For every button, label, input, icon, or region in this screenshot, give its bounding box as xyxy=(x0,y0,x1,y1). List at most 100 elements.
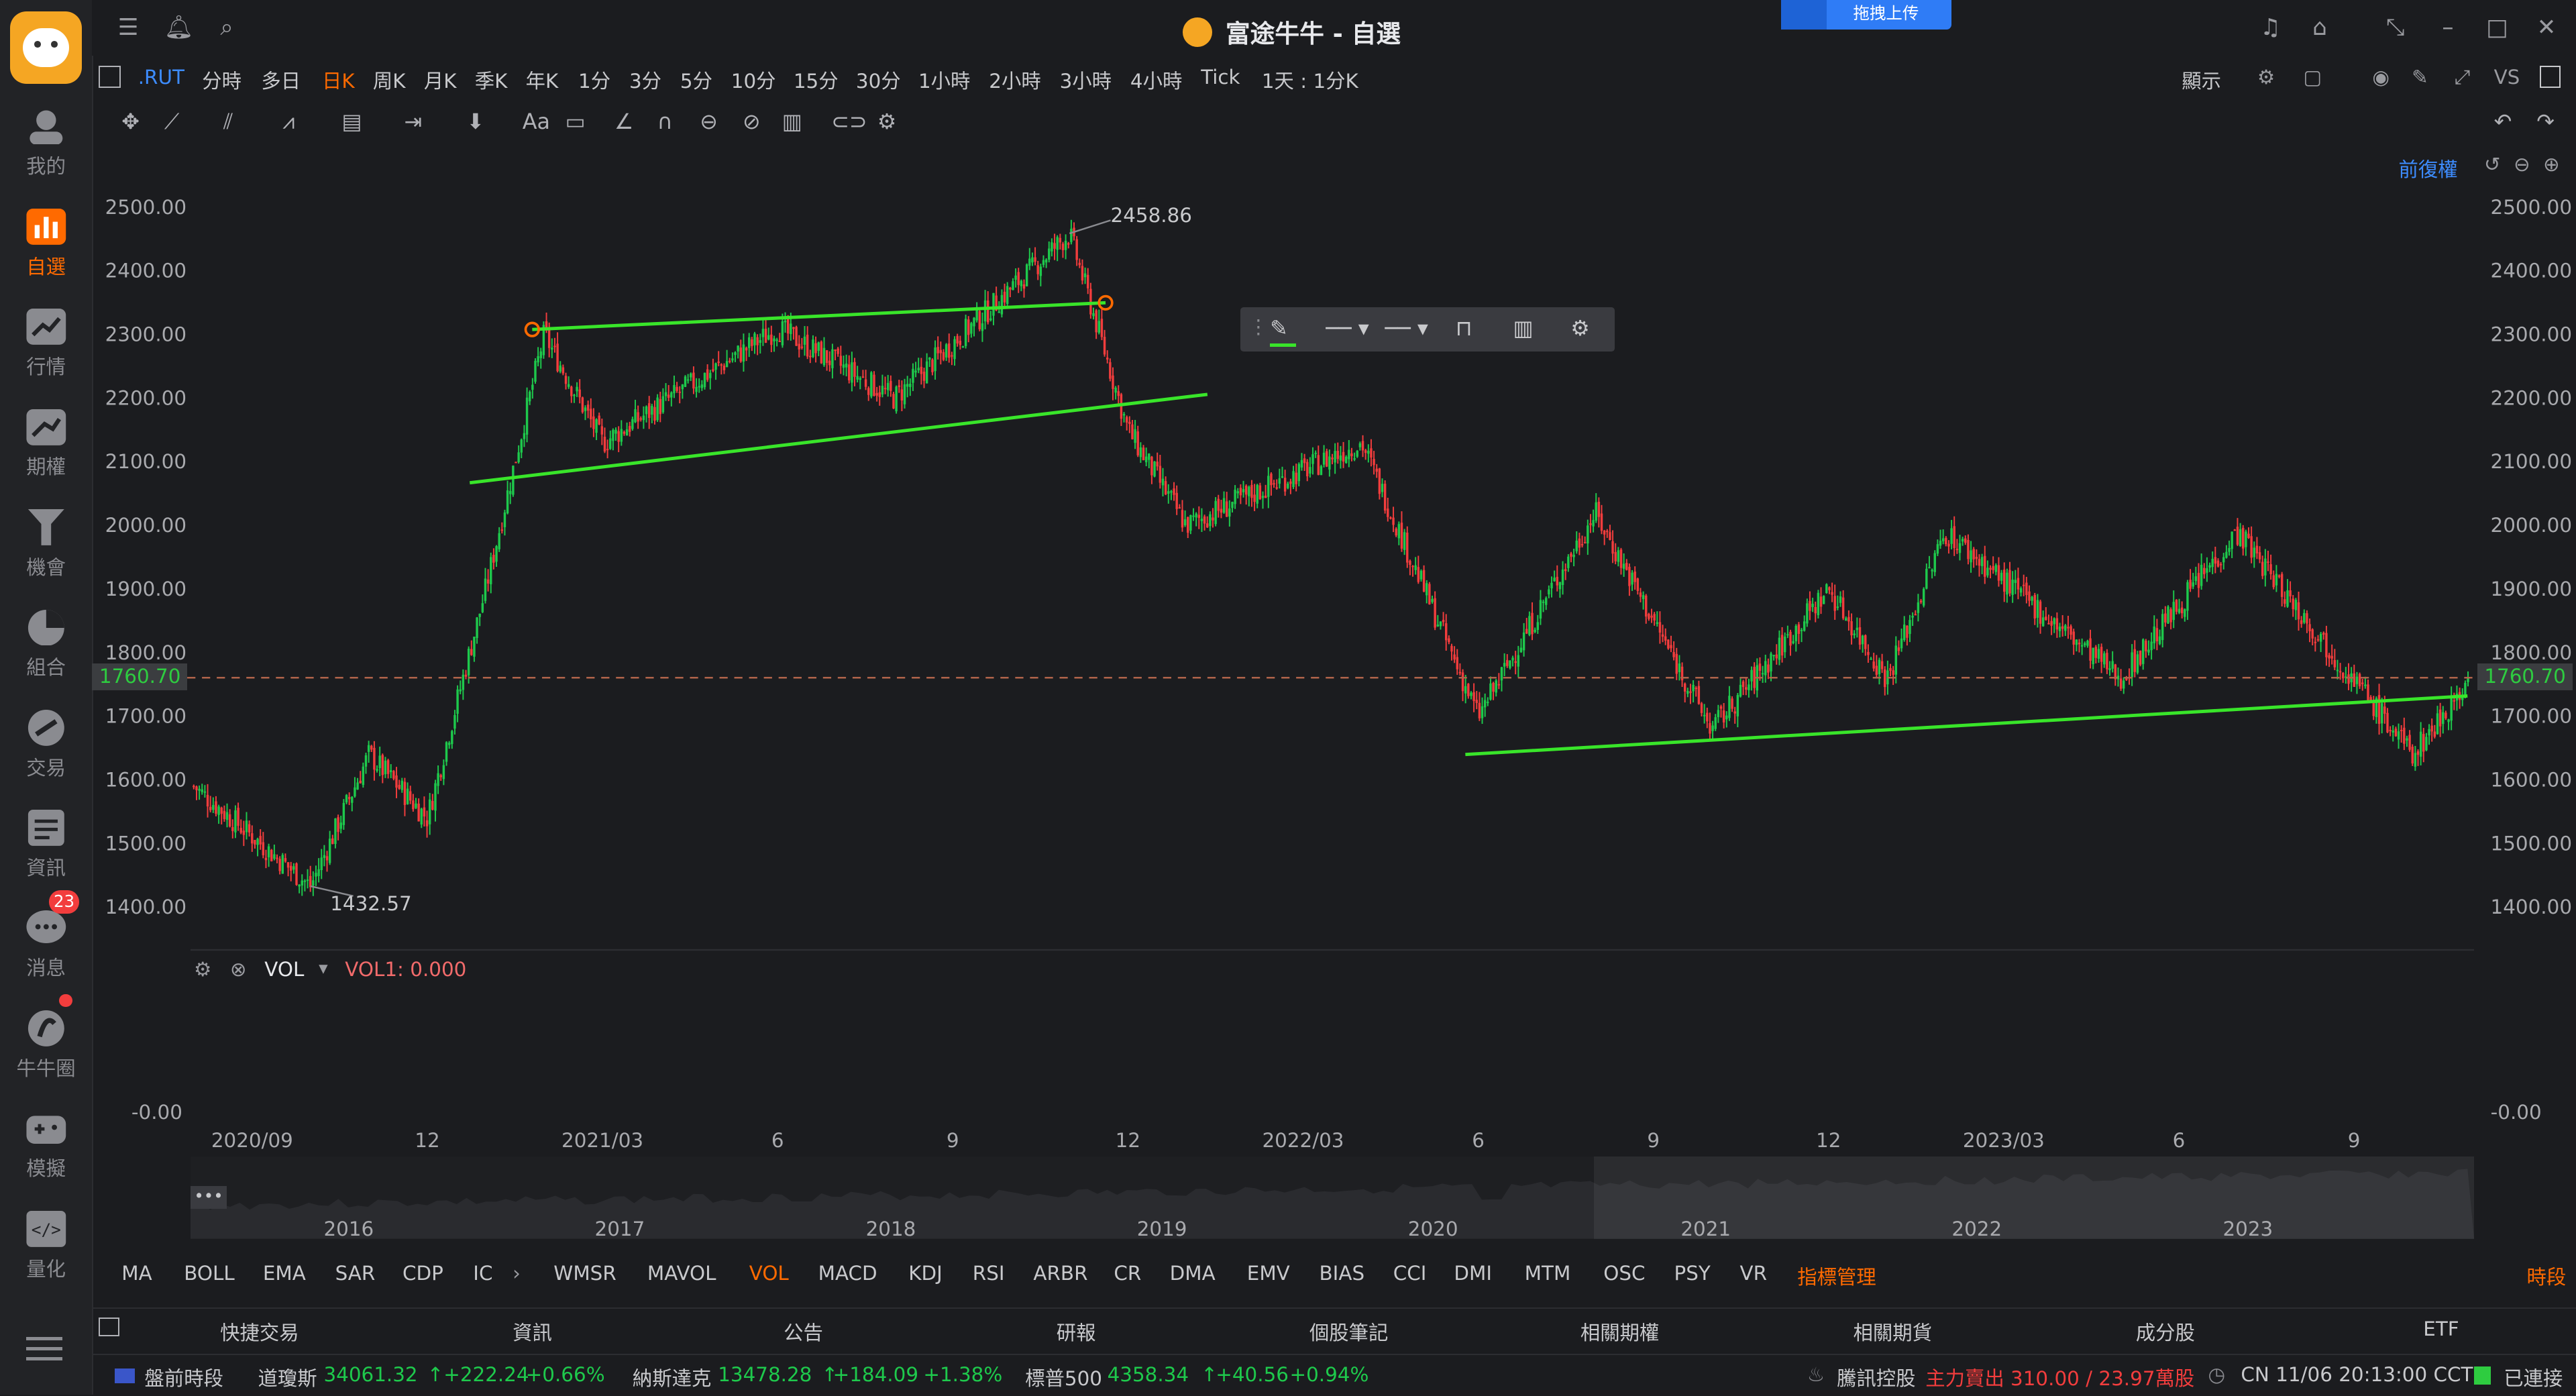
price-chart[interactable]: 2500.00 2500.00 2400.00 2400.00 2300.00 2300.… xyxy=(92,145,2576,1163)
ruler-icon[interactable]: ∠ xyxy=(614,109,634,135)
indicator-cr[interactable]: CR xyxy=(1114,1261,1142,1285)
adjust-dropdown[interactable]: 前復權 xyxy=(2398,158,2458,182)
period-1min[interactable]: 1分 xyxy=(578,69,611,93)
line-tool-icon[interactable]: ⟋ xyxy=(164,109,180,135)
indicator-mavol[interactable]: MAVOL xyxy=(647,1261,716,1285)
tab-quick-trade[interactable]: 快捷交易 xyxy=(220,1321,299,1344)
indicator-kdj[interactable]: KDJ xyxy=(908,1261,943,1285)
chevron-right-icon[interactable]: › xyxy=(513,1261,521,1285)
arrow-tool-icon[interactable]: ⬇ xyxy=(466,109,485,135)
period-monthly[interactable]: 月K xyxy=(423,69,457,93)
period-4h[interactable]: 4小時 xyxy=(1130,69,1183,93)
period-10min[interactable]: 10分 xyxy=(731,69,776,93)
brush-color-icon[interactable]: ✎ xyxy=(1270,315,1288,341)
tab-announcements[interactable]: 公告 xyxy=(784,1321,823,1344)
sidebar-item-community[interactable]: 牛牛圈 xyxy=(0,994,92,1086)
indicator-osc[interactable]: OSC xyxy=(1603,1261,1646,1285)
indicator-dmi[interactable]: DMI xyxy=(1454,1261,1492,1285)
lock-icon[interactable]: ⊓ xyxy=(1455,315,1472,341)
indicator-ema[interactable]: EMA xyxy=(262,1261,306,1285)
zoom-in-icon[interactable]: ⊕ xyxy=(2543,152,2560,176)
panel-toggle-icon[interactable] xyxy=(2540,65,2561,89)
minimize-icon[interactable]: – xyxy=(2442,14,2454,42)
text-tool-icon[interactable]: Aa xyxy=(522,109,551,135)
shrink-icon[interactable]: ⤡ xyxy=(2385,14,2405,42)
index-name[interactable]: 道瓊斯 xyxy=(258,1367,317,1391)
tab-research[interactable]: 研報 xyxy=(1056,1321,1096,1344)
comment-tool-icon[interactable]: ▭ xyxy=(565,109,586,135)
indicator-arbr[interactable]: ARBR xyxy=(1033,1261,1088,1285)
maximize-icon[interactable]: □ xyxy=(2486,14,2508,42)
indicator-boll[interactable]: BOLL xyxy=(184,1261,235,1285)
overview-strip[interactable]: ••• 2016 2017 2018 2019 2020 2021 2022 2… xyxy=(191,1157,2475,1240)
tab-constituents[interactable]: 成分股 xyxy=(2135,1321,2195,1344)
sidebar-item-watchlist[interactable]: 自選 xyxy=(0,195,92,284)
menu-icon[interactable] xyxy=(26,1334,63,1360)
indicator-emv[interactable]: EMV xyxy=(1246,1261,1290,1285)
indicator-wmsr[interactable]: WMSR xyxy=(553,1261,616,1285)
headset-icon[interactable]: ♫ xyxy=(2260,14,2281,42)
hide-icon[interactable]: ⊘ xyxy=(742,109,761,135)
period-quarterly[interactable]: 季K xyxy=(474,69,508,93)
overview-window[interactable] xyxy=(1593,1157,2475,1239)
fullscreen-icon[interactable]: ⤢ xyxy=(2454,65,2471,89)
indicator-vol[interactable]: VOL xyxy=(749,1261,789,1285)
period-3min[interactable]: 3分 xyxy=(629,69,662,93)
sidebar-item-portfolio[interactable]: 組合 xyxy=(0,596,92,685)
sidebar-item-news[interactable]: 資訊 xyxy=(0,797,92,885)
sidebar-item-quant[interactable]: </> 量化 xyxy=(0,1197,92,1286)
fib-tool-icon[interactable]: ▤ xyxy=(341,109,362,135)
line-style-dropdown[interactable]: ── ▾ xyxy=(1385,315,1428,341)
drag-handle-icon[interactable]: ⋮ xyxy=(1248,315,1269,339)
wave-tool-icon[interactable]: ⩘ xyxy=(282,109,295,135)
period-3h[interactable]: 3小時 xyxy=(1059,69,1112,93)
sidebar-item-messages[interactable]: 23 消息 xyxy=(0,890,92,985)
vol-settings-icon[interactable]: ⚙ xyxy=(193,957,212,981)
upload-button[interactable]: 拖拽上传 xyxy=(1780,0,1952,30)
tab-etf[interactable]: ETF xyxy=(2423,1317,2459,1340)
frame-icon[interactable]: ▢ xyxy=(2303,65,2322,89)
indicator-cci[interactable]: CCI xyxy=(1393,1261,1427,1285)
chart-canvas[interactable]: 2500.00 2500.00 2400.00 2400.00 2300.00 2300.… xyxy=(92,145,2576,1163)
indicator-macd[interactable]: MACD xyxy=(818,1261,877,1285)
vol-indicator-label[interactable]: VOL xyxy=(264,957,305,981)
ticker-name[interactable]: 騰訊控股 xyxy=(1836,1367,1916,1391)
zoom-out-icon[interactable]: ⊖ xyxy=(2513,152,2530,176)
sidebar-item-opportunity[interactable]: 機會 xyxy=(0,496,92,585)
period-tick[interactable]: Tick xyxy=(1201,65,1240,89)
pen-icon[interactable]: ✎ xyxy=(2412,65,2428,89)
period-1h[interactable]: 1小時 xyxy=(918,69,971,93)
close-icon[interactable]: ✕ xyxy=(2536,14,2557,42)
display-dropdown[interactable]: 顯示 xyxy=(2182,69,2222,93)
period-custom-dropdown[interactable]: 1天 : 1分K xyxy=(1261,69,1358,93)
link-icon[interactable]: ⊂⊃ xyxy=(831,109,867,135)
indicator-cdp[interactable]: CDP xyxy=(402,1261,443,1285)
tab-related-futures[interactable]: 相關期貨 xyxy=(1853,1321,1932,1344)
move-icon[interactable]: ✥ xyxy=(121,109,140,135)
period-2h[interactable]: 2小時 xyxy=(989,69,1041,93)
sidebar-item-me[interactable]: 我的 xyxy=(0,95,92,184)
drawing-style-settings-icon[interactable]: ⚙ xyxy=(1570,315,1590,341)
panel-collapse-icon[interactable] xyxy=(98,1317,119,1337)
settings-icon[interactable]: ⚙ xyxy=(2257,65,2275,89)
symbol-label[interactable]: .RUT xyxy=(138,65,184,89)
undo-icon[interactable]: ↶ xyxy=(2493,109,2512,135)
reset-icon[interactable]: ↺ xyxy=(2483,152,2501,176)
tab-news[interactable]: 資訊 xyxy=(513,1321,552,1344)
tab-related-options[interactable]: 相關期權 xyxy=(1580,1321,1660,1344)
measure-tool-icon[interactable]: ⇥ xyxy=(404,109,423,135)
index-name[interactable]: 納斯達克 xyxy=(632,1367,712,1391)
camera-icon[interactable]: ◉ xyxy=(2372,65,2390,89)
period-yearly[interactable]: 年K xyxy=(525,69,559,93)
indicator-sar[interactable]: SAR xyxy=(335,1261,376,1285)
indicator-ic[interactable]: IC xyxy=(473,1261,493,1285)
drawing-settings-icon[interactable]: ⚙ xyxy=(877,109,897,135)
period-30min[interactable]: 30分 xyxy=(855,69,901,93)
sidebar-item-options[interactable]: 期權 xyxy=(0,396,92,484)
indicator-dma[interactable]: DMA xyxy=(1169,1261,1216,1285)
eye-icon[interactable]: ⊖ xyxy=(700,109,718,135)
channel-tool-icon[interactable]: ⫽ xyxy=(223,109,233,135)
period-weekly[interactable]: 周K xyxy=(372,69,406,93)
indicator-vr[interactable]: VR xyxy=(1739,1261,1767,1285)
redo-icon[interactable]: ↷ xyxy=(2536,109,2555,135)
